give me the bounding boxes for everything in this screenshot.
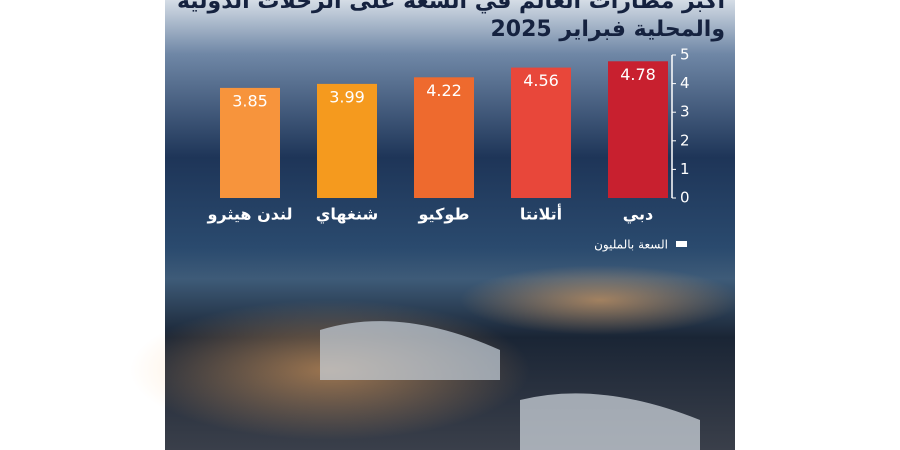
x-tick-label: دبي xyxy=(623,205,653,225)
value-label: 4.78 xyxy=(620,65,656,84)
bar xyxy=(511,67,571,198)
bar xyxy=(414,77,474,198)
bar xyxy=(220,87,280,198)
y-tick-label: 5 xyxy=(680,46,690,64)
value-label: 4.22 xyxy=(426,81,462,100)
y-tick-label: 1 xyxy=(680,160,690,178)
terminal-roof xyxy=(320,321,500,380)
x-tick-label: لندن هيثرو xyxy=(206,205,292,224)
bar xyxy=(317,83,377,198)
x-tick-label: طوكيو xyxy=(418,205,470,224)
legend-label: السعة بالمليون xyxy=(594,238,668,253)
x-tick-label: شنغهاي xyxy=(316,205,379,225)
y-tick-label: 2 xyxy=(680,131,690,149)
city-glow xyxy=(460,265,740,335)
y-tick-label: 0 xyxy=(680,189,690,207)
x-tick-label: أتلانتا xyxy=(520,204,562,224)
value-label: 3.85 xyxy=(232,91,268,110)
value-label: 4.56 xyxy=(523,71,559,90)
y-tick-label: 4 xyxy=(680,74,690,92)
bar xyxy=(608,61,668,199)
y-tick-label: 3 xyxy=(680,103,690,121)
legend-swatch xyxy=(676,241,687,247)
value-label: 3.99 xyxy=(329,87,365,106)
terminal-roof xyxy=(520,393,700,450)
chart-title: أكبر مطارات العالم في السعة على الرحلات … xyxy=(176,0,725,42)
